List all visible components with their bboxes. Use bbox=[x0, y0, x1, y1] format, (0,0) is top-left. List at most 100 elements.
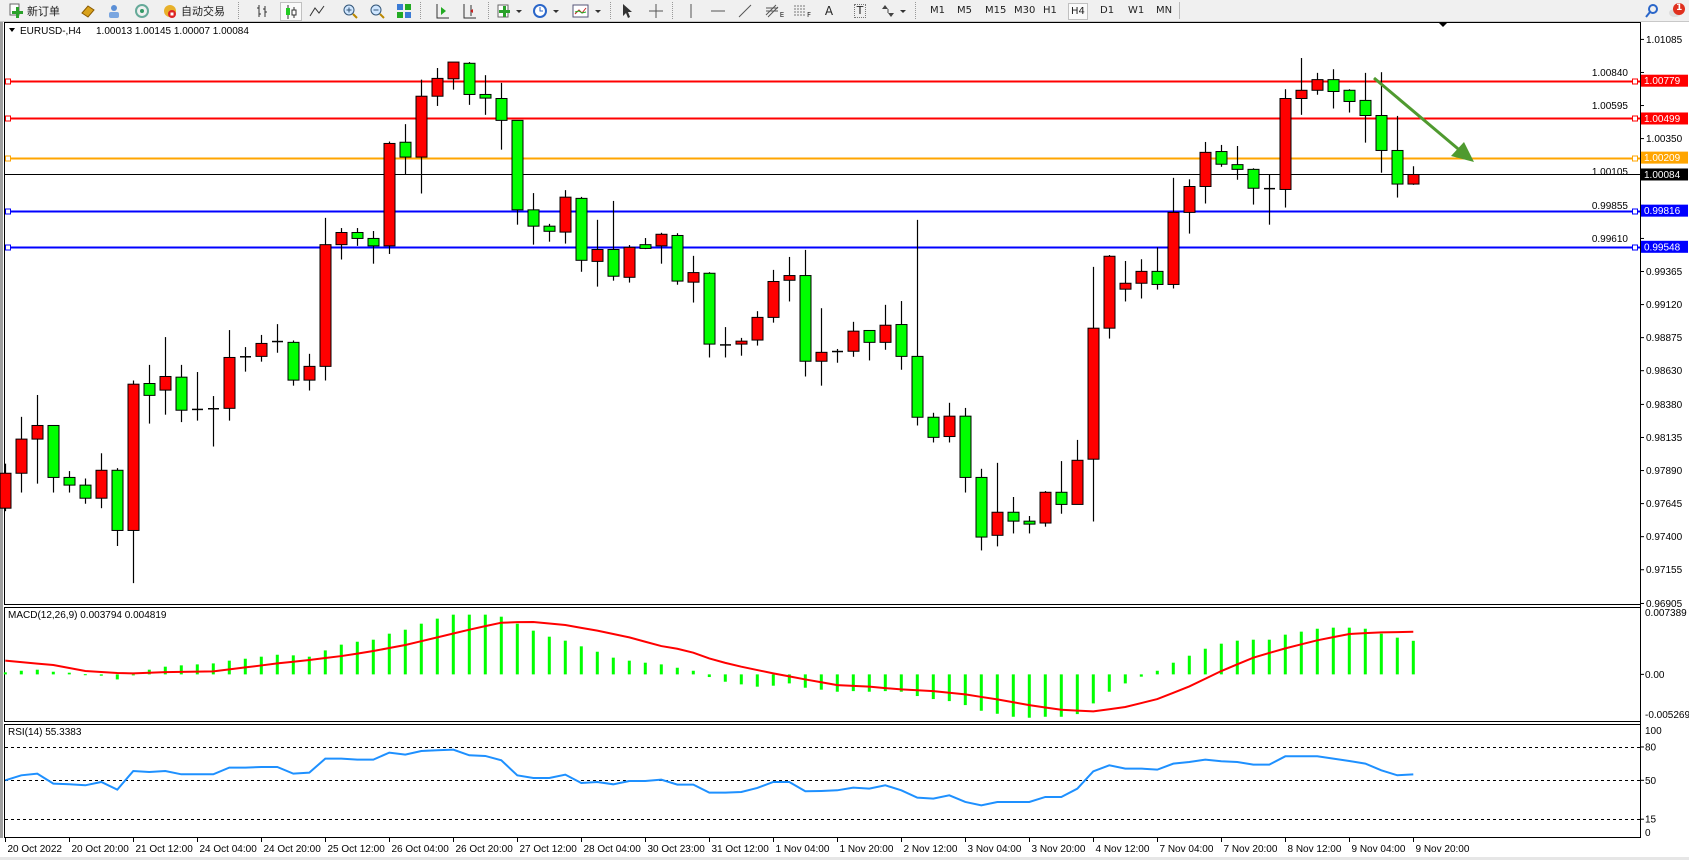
macd-histogram-bar bbox=[755, 674, 759, 687]
level-handle-left[interactable] bbox=[5, 244, 11, 251]
timeframe-mn[interactable]: MN bbox=[1156, 5, 1173, 16]
timeframe-m15[interactable]: M15 bbox=[985, 5, 1007, 16]
time-label: 3 Nov 04:00 bbox=[968, 844, 1022, 855]
candle-body bbox=[975, 476, 988, 538]
price-tick-label: 0.97645 bbox=[1646, 499, 1683, 510]
macd-tick-label: -0.005269 bbox=[1645, 710, 1689, 721]
level-handle-right[interactable] bbox=[1632, 78, 1638, 85]
price-level-tag: 1.00499 bbox=[1641, 112, 1688, 125]
trendline-button[interactable] bbox=[736, 2, 754, 19]
price-level-line[interactable] bbox=[5, 78, 1640, 85]
candle-body bbox=[943, 415, 956, 438]
text-tool-button[interactable]: A bbox=[820, 2, 838, 19]
level-handle-left[interactable] bbox=[5, 208, 11, 215]
search-button[interactable] bbox=[1643, 2, 1661, 19]
candle-body bbox=[1407, 173, 1420, 185]
horizontal-line-button[interactable] bbox=[709, 2, 727, 19]
candle-body bbox=[527, 209, 540, 227]
level-handle-right[interactable] bbox=[1632, 155, 1638, 162]
price-level-line[interactable] bbox=[5, 115, 1640, 122]
price-level-line[interactable] bbox=[5, 208, 1640, 215]
candle bbox=[319, 217, 332, 381]
candle bbox=[639, 238, 652, 250]
fibo-lines-button[interactable]: F bbox=[792, 2, 812, 19]
candle-body bbox=[367, 237, 380, 247]
templates-button[interactable] bbox=[570, 2, 604, 19]
chart-shift-marker-icon[interactable] bbox=[1438, 22, 1448, 27]
macd-histogram-bar bbox=[451, 614, 455, 675]
level-handle-right[interactable] bbox=[1632, 115, 1638, 122]
candle bbox=[591, 219, 604, 287]
candle bbox=[1311, 72, 1324, 95]
periods-button[interactable] bbox=[530, 2, 562, 19]
timeframe-m1[interactable]: M1 bbox=[930, 5, 945, 16]
macd-histogram-bar bbox=[291, 655, 295, 675]
level-handle-right[interactable] bbox=[1632, 244, 1638, 251]
bar-chart-button[interactable] bbox=[253, 2, 271, 19]
fibonacci-button[interactable]: E bbox=[764, 2, 784, 19]
candle-body bbox=[287, 341, 300, 381]
indicators-button[interactable] bbox=[495, 2, 525, 19]
candle-body bbox=[767, 280, 780, 318]
candle-body bbox=[255, 342, 268, 357]
zoom-out-button[interactable] bbox=[368, 2, 386, 19]
macd-histogram-bar bbox=[371, 639, 375, 675]
candle bbox=[1359, 72, 1372, 143]
time-label: 30 Oct 23:00 bbox=[648, 844, 706, 855]
price-level-line[interactable] bbox=[5, 244, 1640, 251]
time-label: 9 Nov 04:00 bbox=[1352, 844, 1406, 855]
rsi-tick-label: 50 bbox=[1645, 776, 1657, 787]
notifications-button[interactable]: 1 bbox=[1666, 2, 1688, 19]
time-label: 8 Nov 12:00 bbox=[1288, 844, 1342, 855]
macd-histogram-bar bbox=[867, 674, 871, 692]
label-tool-button[interactable]: T bbox=[851, 2, 869, 19]
zoom-in-button[interactable] bbox=[341, 2, 359, 19]
candlestick-button[interactable] bbox=[280, 2, 302, 21]
timeframe-d1[interactable]: D1 bbox=[1100, 5, 1115, 16]
level-handle-left[interactable] bbox=[5, 155, 11, 162]
signals-button[interactable] bbox=[133, 2, 151, 19]
candle bbox=[767, 269, 780, 323]
account-button[interactable] bbox=[105, 2, 123, 19]
candle bbox=[272, 324, 283, 353]
vertical-line-button[interactable] bbox=[682, 2, 700, 19]
gold-button[interactable] bbox=[79, 2, 97, 19]
new-order-button[interactable]: 新订单 bbox=[8, 2, 70, 19]
trend-arrow[interactable] bbox=[1373, 76, 1474, 162]
vertical-line-icon bbox=[683, 3, 699, 19]
level-handle-right[interactable] bbox=[1632, 208, 1638, 215]
chart-symbol-period: EURUSD-,H4 bbox=[20, 26, 82, 37]
candle bbox=[1151, 247, 1164, 290]
candle bbox=[0, 463, 12, 512]
chart-shift-button[interactable] bbox=[460, 2, 478, 19]
collapse-triangle-icon[interactable] bbox=[9, 28, 15, 32]
time-label: 7 Nov 04:00 bbox=[1160, 844, 1214, 855]
svg-text:0.99816: 0.99816 bbox=[1644, 206, 1681, 217]
timeframe-h4[interactable]: H4 bbox=[1068, 3, 1088, 20]
price-level-line[interactable] bbox=[5, 155, 1640, 162]
candle bbox=[751, 311, 764, 346]
macd-histogram-bar bbox=[195, 664, 199, 675]
tile-windows-button[interactable] bbox=[395, 2, 413, 19]
macd-histogram-bar bbox=[307, 656, 311, 675]
level-handle-left[interactable] bbox=[5, 115, 11, 122]
line-chart-button[interactable] bbox=[308, 2, 326, 19]
candle bbox=[1119, 260, 1132, 302]
timeframe-w1[interactable]: W1 bbox=[1128, 5, 1145, 16]
candle bbox=[367, 231, 380, 264]
trendline-icon bbox=[737, 3, 753, 19]
price-tick-label: 0.97400 bbox=[1646, 532, 1683, 543]
crosshair-button[interactable] bbox=[647, 2, 665, 19]
level-handle-left[interactable] bbox=[5, 78, 11, 85]
timeframe-m30[interactable]: M30 bbox=[1014, 5, 1036, 16]
svg-text:1.00499: 1.00499 bbox=[1644, 114, 1681, 125]
auto-scroll-button[interactable] bbox=[433, 2, 451, 19]
price-level-tag: 0.99548 bbox=[1641, 240, 1688, 253]
cursor-button[interactable] bbox=[618, 2, 636, 19]
timeframe-m5[interactable]: M5 bbox=[957, 5, 972, 16]
auto-trading-button[interactable]: 自动交易 bbox=[162, 2, 232, 19]
arrows-button[interactable] bbox=[878, 2, 910, 19]
candle bbox=[720, 327, 731, 358]
timeframe-h1[interactable]: H1 bbox=[1043, 5, 1057, 16]
